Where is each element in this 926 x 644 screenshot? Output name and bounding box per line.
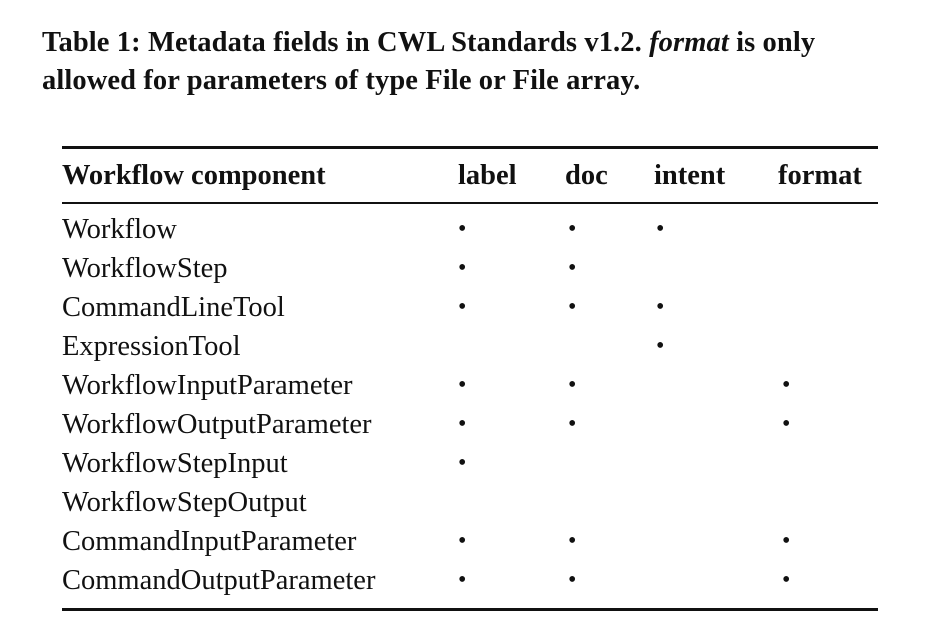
table-header-row: Workflow component label doc intent form… [62, 149, 878, 202]
cell-doc-mark: • [568, 216, 577, 242]
cell-label-mark: • [458, 567, 467, 593]
cell-component: WorkflowStepInput [62, 447, 288, 479]
caption-suffix: is only allowed for parameters of type F… [42, 27, 816, 96]
cell-component: Workflow [62, 213, 177, 245]
cell-format-mark: • [782, 528, 791, 554]
cell-label-mark: • [458, 294, 467, 320]
cell-intent-mark [654, 366, 778, 405]
header-workflow-component: Workflow component [62, 159, 326, 191]
header-label: label [458, 159, 517, 191]
cell-label-mark [458, 327, 565, 366]
cell-label-mark: • [458, 528, 467, 554]
cell-doc-mark: • [568, 567, 577, 593]
cell-intent-mark: • [656, 333, 665, 359]
cell-label-mark: • [458, 411, 467, 437]
table-row: ExpressionTool • [62, 327, 878, 366]
cell-doc-mark [565, 483, 654, 522]
cell-format-mark [778, 483, 878, 522]
cell-component: CommandOutputParameter [62, 564, 376, 596]
table-row: WorkflowStepOutput [62, 483, 878, 522]
table-bottom-rule [62, 608, 878, 611]
cell-intent-mark [654, 444, 778, 483]
header-intent: intent [654, 159, 726, 191]
cell-doc-mark [565, 444, 654, 483]
cell-component: WorkflowOutputParameter [62, 408, 372, 440]
table-row: WorkflowInputParameter • • • [62, 366, 878, 405]
table-header-rule [62, 202, 878, 204]
cell-component: CommandLineTool [62, 291, 285, 323]
cell-doc-mark [565, 327, 654, 366]
cell-format-mark: • [782, 372, 791, 398]
cell-format-mark [778, 210, 878, 249]
cell-doc-mark: • [568, 411, 577, 437]
table-top-rule [62, 146, 878, 149]
cell-component: WorkflowStepOutput [62, 486, 307, 518]
cell-format-mark [778, 288, 878, 327]
cell-label-mark: • [458, 372, 467, 398]
table-caption: Table 1: Metadata fields in CWL Standard… [42, 24, 912, 100]
table-row: Workflow • • • [62, 210, 878, 249]
cell-label-mark [458, 483, 565, 522]
cell-label-mark: • [458, 216, 467, 242]
cell-intent-mark: • [656, 216, 665, 242]
table-row: CommandLineTool • • • [62, 288, 878, 327]
table-row: CommandOutputParameter • • • [62, 561, 878, 600]
cell-intent-mark [654, 405, 778, 444]
cell-intent-mark [654, 483, 778, 522]
cell-format-mark: • [782, 567, 791, 593]
cell-component: WorkflowStep [62, 252, 228, 284]
cell-intent-mark [654, 249, 778, 288]
cell-label-mark: • [458, 450, 467, 476]
table-row: WorkflowStepInput • [62, 444, 878, 483]
cell-component: WorkflowInputParameter [62, 369, 353, 401]
cell-component: ExpressionTool [62, 330, 241, 362]
caption-italic-word: format [649, 27, 729, 58]
cell-intent-mark [654, 522, 778, 561]
cell-intent-mark [654, 561, 778, 600]
cell-format-mark [778, 249, 878, 288]
cell-format-mark [778, 327, 878, 366]
cell-intent-mark: • [656, 294, 665, 320]
cell-format-mark: • [782, 411, 791, 437]
cell-label-mark: • [458, 255, 467, 281]
cell-component: CommandInputParameter [62, 525, 357, 557]
header-doc: doc [565, 159, 608, 191]
cell-doc-mark: • [568, 372, 577, 398]
cell-doc-mark: • [568, 528, 577, 554]
cell-doc-mark: • [568, 255, 577, 281]
caption-prefix: Table 1: Metadata fields in CWL Standard… [42, 27, 642, 58]
cell-format-mark [778, 444, 878, 483]
table-row: CommandInputParameter • • • [62, 522, 878, 561]
table-row: WorkflowOutputParameter • • • [62, 405, 878, 444]
metadata-table: Workflow component label doc intent form… [62, 149, 878, 600]
table-spacer [62, 202, 878, 210]
table-row: WorkflowStep • • [62, 249, 878, 288]
cell-doc-mark: • [568, 294, 577, 320]
header-format: format [778, 159, 862, 191]
